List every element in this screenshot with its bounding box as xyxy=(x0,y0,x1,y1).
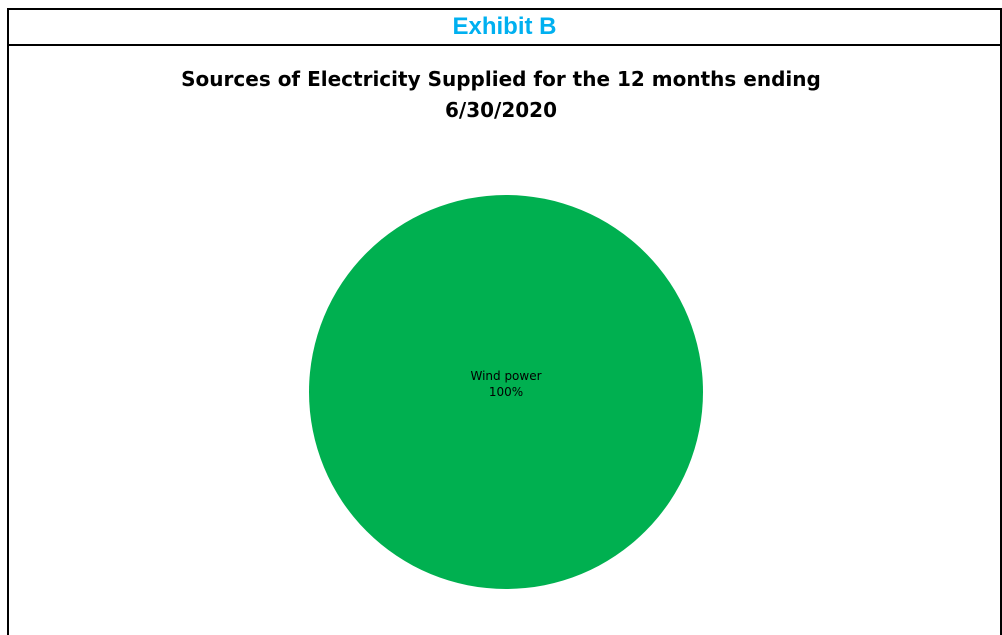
pie-slice-label: Wind power xyxy=(470,369,541,383)
pie-slice-value-label: 100% xyxy=(489,385,523,399)
pie-slice-wind-power xyxy=(309,195,703,589)
pie-slices-group xyxy=(309,195,703,589)
chart-title-line-2: 6/30/2020 xyxy=(444,98,558,122)
pie-labels-group: Wind power 100% xyxy=(470,369,541,399)
chart-title: Sources of Electricity Supplied for the … xyxy=(0,64,1002,126)
exhibit-header: Exhibit B xyxy=(9,10,1000,46)
exhibit-title: Exhibit B xyxy=(452,13,557,40)
exhibit-frame: Exhibit B xyxy=(7,8,1002,635)
chart-title-line-1: Sources of Electricity Supplied for the … xyxy=(181,67,821,91)
